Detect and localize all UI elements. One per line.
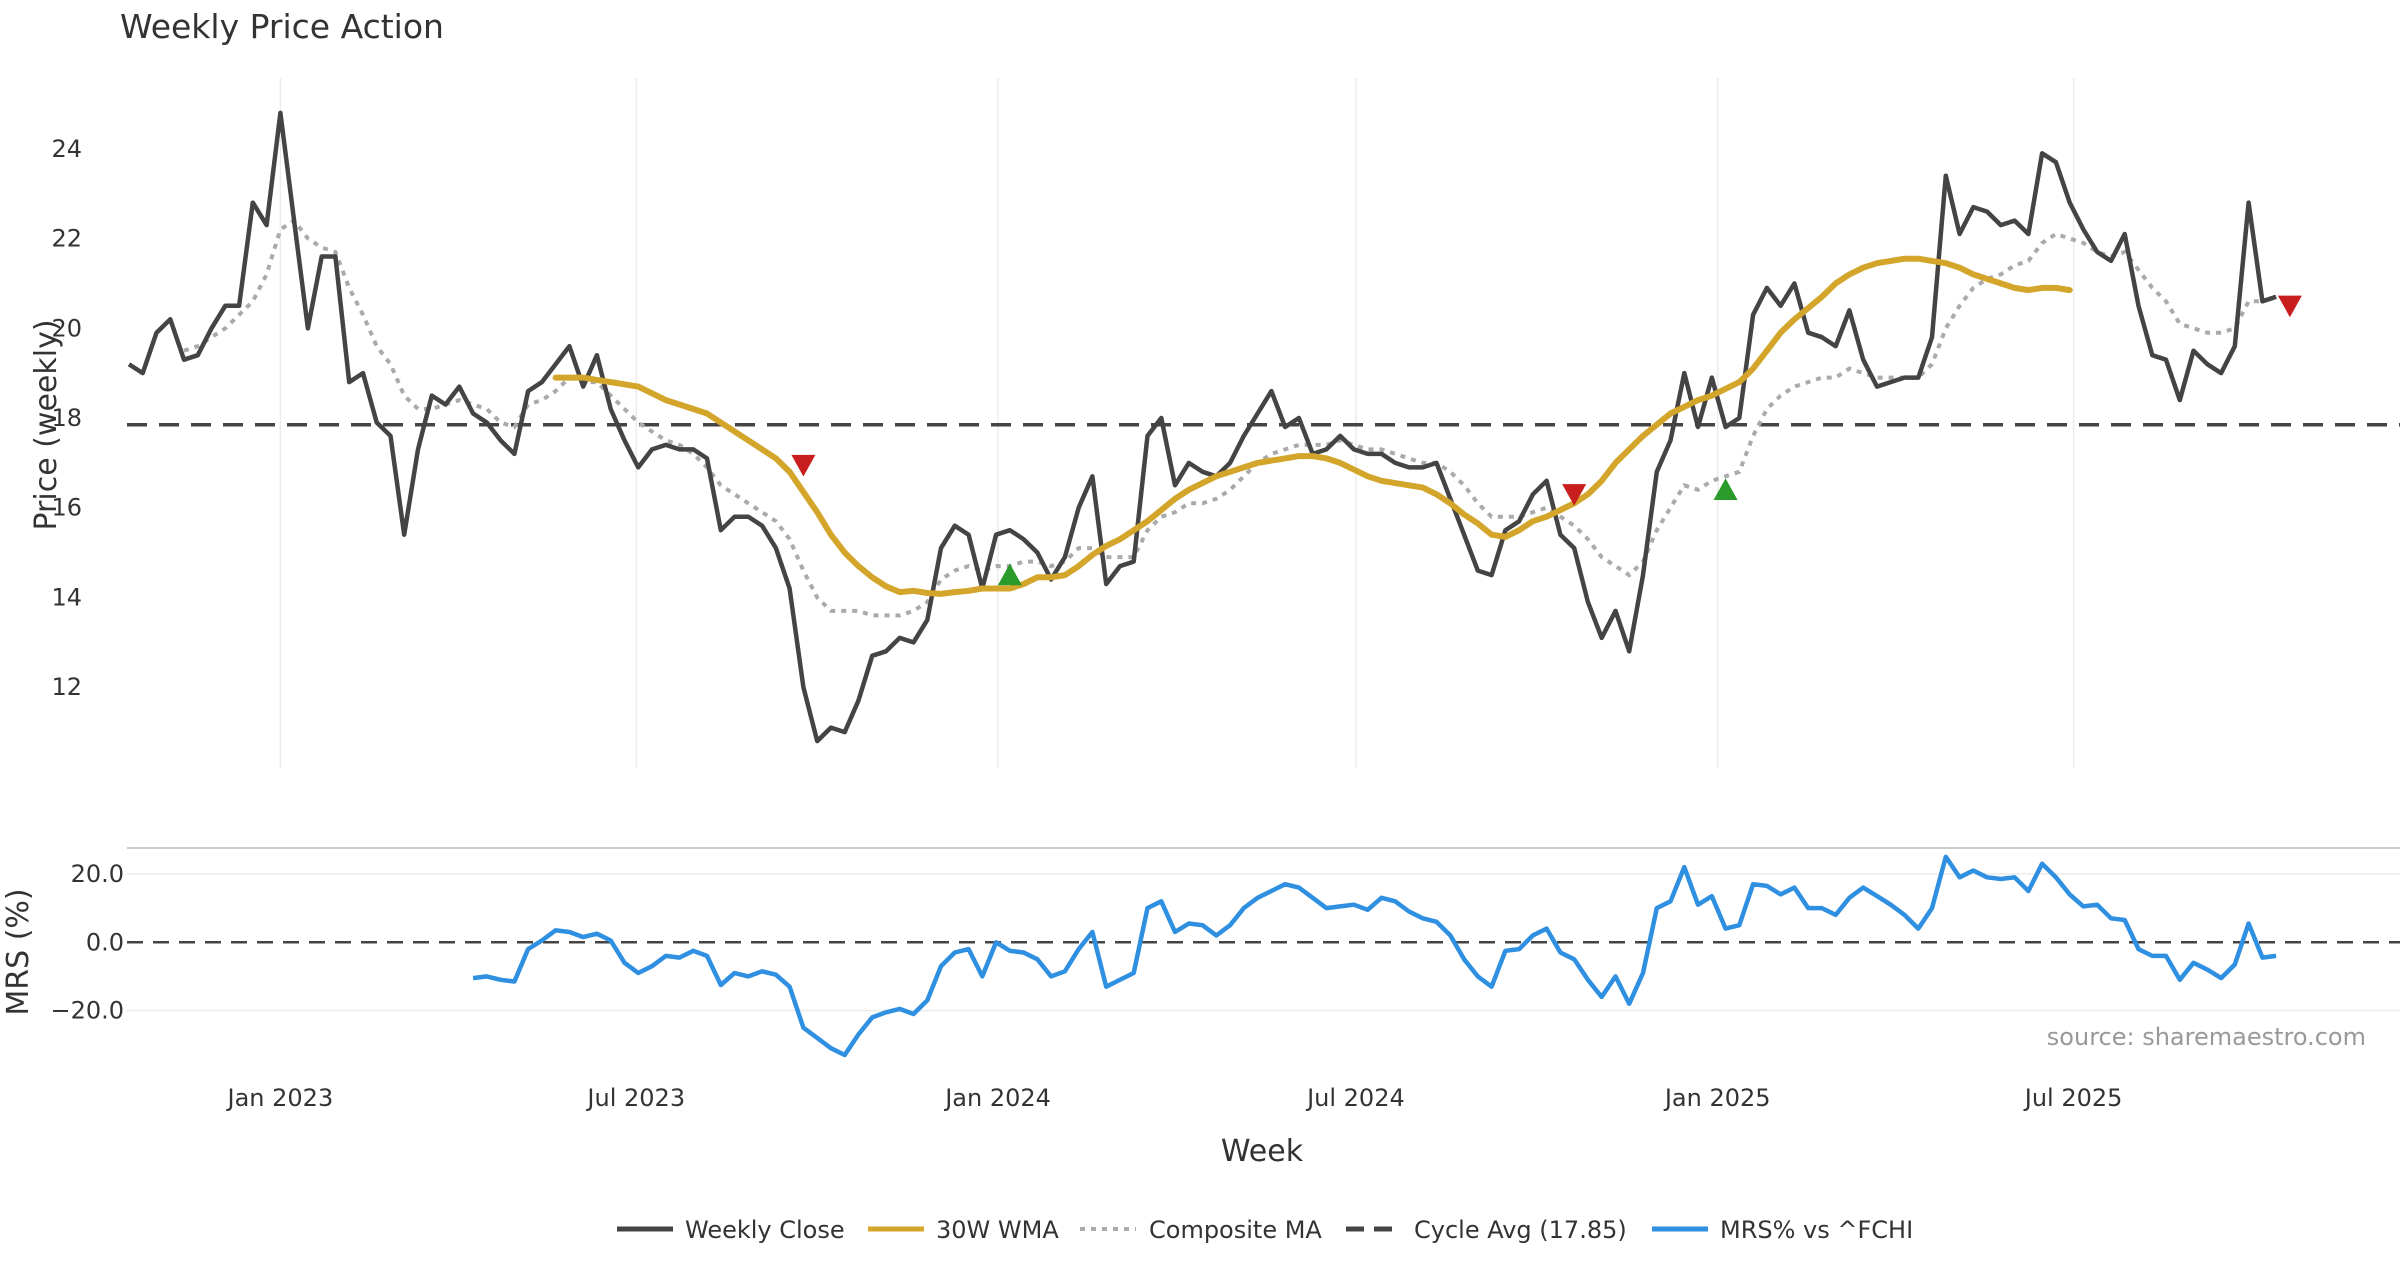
- legend-label: Weekly Close: [685, 1216, 845, 1244]
- price-panel: [127, 110, 2400, 744]
- x-axis-label: Week: [1221, 1134, 1304, 1169]
- x-tick-label: Jul 2023: [585, 1084, 685, 1112]
- x-tick-label: Jan 2025: [1663, 1084, 1771, 1112]
- price-y-tick-label: 16: [51, 494, 82, 522]
- x-tick-label: Jan 2024: [943, 1084, 1051, 1112]
- price-y-tick-label: 14: [51, 583, 82, 611]
- legend-item: MRS% vs ^FCHI: [1652, 1216, 1913, 1244]
- composite-ma-line: [183, 217, 2277, 618]
- mrs-y-axis-label: MRS (%): [1, 888, 36, 1015]
- legend-label: Composite MA: [1149, 1216, 1322, 1244]
- legend: Weekly Close 30W WMA Composite MA Cycle Avg…: [617, 1216, 1913, 1244]
- weekly-close-line: [127, 110, 2277, 744]
- price-y-tick-label: 20: [51, 314, 82, 342]
- mrs-y-tick-label: 0.0: [86, 928, 124, 956]
- price-y-axis-label: Price (weekly): [29, 319, 64, 530]
- chart-title: Weekly Price Action: [120, 7, 444, 46]
- sell-signal-marker: [791, 454, 816, 477]
- sell-signal-marker: [2277, 295, 2302, 318]
- source-note: source: sharemaestro.com: [2047, 1023, 2366, 1051]
- sell-signal-marker: [1562, 484, 1587, 506]
- mrs-panel: [127, 854, 2400, 1058]
- x-tick-label: Jan 2023: [226, 1084, 334, 1112]
- price-y-tick-label: 24: [51, 135, 82, 163]
- legend-label: 30W WMA: [936, 1216, 1059, 1244]
- price-y-tick-label: 18: [51, 404, 82, 432]
- mrs-grid: 20.0 0.0 −20.0: [50, 847, 2400, 1025]
- mrs-y-tick-label: −20.0: [50, 997, 124, 1025]
- buy-signal-marker: [1713, 478, 1738, 500]
- mrs-line: [472, 854, 2277, 1058]
- buy-signal-marker: [997, 563, 1022, 586]
- legend-item: Weekly Close: [617, 1216, 845, 1244]
- price-y-tick-label: 22: [51, 225, 82, 253]
- mrs-y-tick-label: 20.0: [71, 860, 124, 888]
- x-tick-label: Jul 2024: [1305, 1084, 1405, 1112]
- legend-item: Cycle Avg (17.85): [1346, 1216, 1627, 1244]
- legend-item: 30W WMA: [868, 1216, 1059, 1244]
- legend-label: MRS% vs ^FCHI: [1720, 1216, 1913, 1244]
- legend-item: Composite MA: [1080, 1216, 1322, 1244]
- price-grid: 12 14 16 18 20 22 24: [51, 78, 2075, 768]
- x-axis: Jan 2023 Jul 2023 Jan 2024 Jul 2024 Jan 2025…: [226, 1084, 2123, 1112]
- wma-30w-line: [552, 255, 2073, 597]
- x-tick-label: Jul 2025: [2023, 1084, 2123, 1112]
- legend-label: Cycle Avg (17.85): [1414, 1216, 1627, 1244]
- price-y-tick-label: 12: [51, 673, 82, 701]
